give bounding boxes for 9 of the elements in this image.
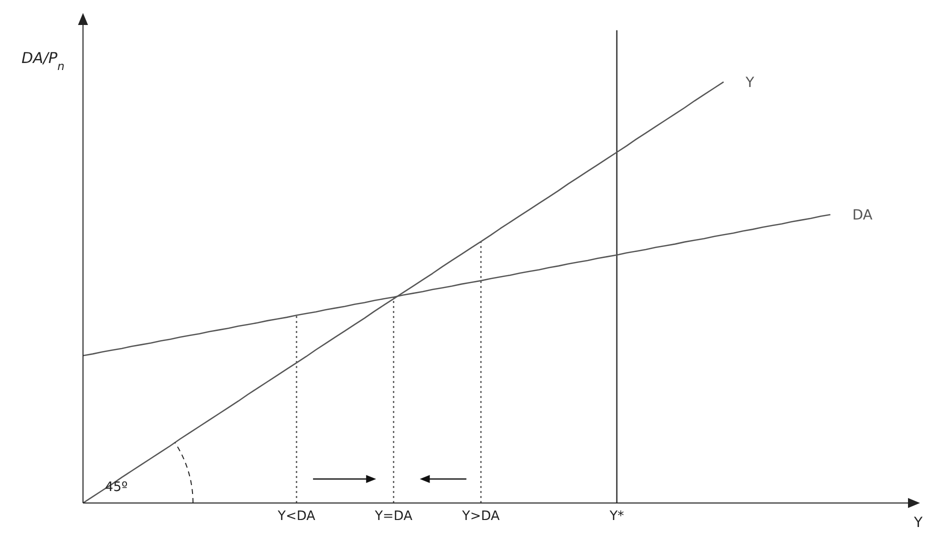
x-tick-label: Y* [608,509,625,524]
x-tick-label: Y=DA [374,509,412,524]
x-axis-title: Y [913,515,923,531]
x-tick-label: Y<DA [276,509,316,524]
series-label: DA [852,208,873,224]
annotation: 45º [105,480,128,495]
y-axis-title: DA/P$_{n}$ [21,49,65,72]
x-tick-label: Y>DA [461,509,500,524]
series-label: Y [744,74,755,91]
